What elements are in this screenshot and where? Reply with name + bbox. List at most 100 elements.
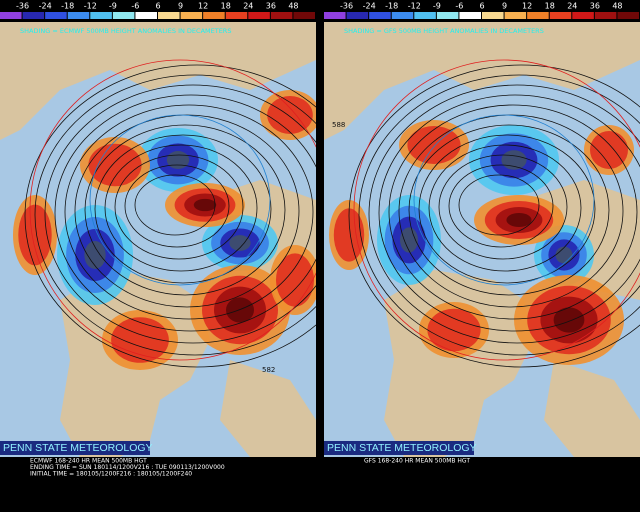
colorbar-label: 18	[221, 2, 231, 11]
colorbar-label: -6	[455, 2, 463, 11]
colorbar-label: -12	[84, 2, 97, 11]
colorbar-swatch	[414, 12, 436, 19]
anomaly-shading	[501, 150, 527, 170]
anomaly-shading	[229, 235, 251, 251]
colorbar-swatch	[90, 12, 112, 19]
colorbar-swatch	[225, 12, 248, 19]
colorbar-swatch	[180, 12, 203, 19]
banner-bg	[324, 441, 474, 455]
height-contour	[418, 134, 596, 284]
land	[544, 360, 640, 457]
colorbar-swatch	[527, 12, 549, 19]
height-contour	[378, 94, 640, 332]
map-panel: -36 -24 -18 -12 -9 -6 6 9 12 18 24 36 48 588 SHADING =…	[324, 2, 640, 465]
colorbar-swatch	[158, 12, 180, 19]
colorbar-label: 6	[155, 2, 160, 11]
height-contour	[438, 154, 568, 260]
colorbar-label: 24	[567, 2, 577, 11]
height-contour	[348, 64, 640, 368]
height-contour	[24, 64, 316, 368]
latitude-line	[89, 114, 271, 286]
colorbar-swatch	[369, 12, 391, 19]
colorbar-swatch	[572, 12, 594, 19]
height-contour	[114, 154, 244, 260]
map-area: 582	[0, 22, 316, 457]
height-contour	[358, 74, 640, 356]
contour-label: 588	[332, 121, 345, 129]
height-contour	[388, 104, 638, 320]
banner: PENN STATE METEOROLOGY	[327, 442, 477, 454]
colorbar-swatch	[617, 12, 639, 19]
land	[384, 270, 534, 457]
colorbar-label: -9	[109, 2, 117, 11]
height-contour	[428, 144, 582, 272]
colorbar-swatch	[270, 12, 293, 19]
map-area: 588	[324, 22, 640, 457]
colorbar-swatch	[112, 12, 135, 19]
colorbar-swatch	[22, 12, 45, 19]
colorbar-label: 9	[178, 2, 183, 11]
caption-line: GFS 168-240 HR MEAN 500MB HGT	[364, 458, 470, 465]
latitude-line	[29, 59, 316, 361]
anomaly-shading	[88, 143, 142, 187]
anomaly-shading	[193, 198, 217, 212]
anomaly-shading	[400, 227, 418, 253]
anomaly-shading	[590, 131, 628, 169]
colorbar-label: 48	[612, 2, 622, 11]
shading-title: SHADING = GFS 500MB HEIGHT ANOMALIES IN …	[344, 27, 544, 35]
height-contour	[94, 134, 272, 284]
colorbar-swatch	[324, 12, 346, 19]
colorbar-label: 18	[545, 2, 555, 11]
colorbar-label: 24	[243, 2, 253, 11]
colorbar-label: -24	[363, 2, 376, 11]
colorbar-label: -36	[16, 2, 29, 11]
colorbar-swatch	[293, 12, 315, 19]
contour-label: 582	[262, 366, 275, 374]
map-panel: -36 -24 -18 -12 -9 -6 6 9 12 18 24 36 48 582 SHADING =…	[0, 2, 316, 478]
colorbar-label: -6	[131, 2, 139, 11]
height-contour	[104, 144, 258, 272]
colorbar-swatch	[482, 12, 504, 19]
colorbar-label: -12	[408, 2, 421, 11]
colorbar-swatch	[67, 12, 90, 19]
height-contour	[34, 74, 316, 356]
latitude-line	[413, 114, 595, 286]
colorbar-label: -18	[385, 2, 398, 11]
colorbar-label: 48	[288, 2, 298, 11]
height-contour	[408, 124, 610, 296]
banner-bg	[0, 441, 150, 455]
anomaly-shading	[18, 204, 52, 266]
land	[0, 22, 316, 140]
colorbar-swatch	[504, 12, 527, 19]
colorbar-label: 9	[502, 2, 507, 11]
anomaly-shading	[276, 253, 314, 307]
height-contour	[64, 104, 314, 320]
caption-line: INITIAL TIME = 180105/1200F216 : 180105/…	[30, 471, 192, 478]
colorbar-label: -9	[433, 2, 441, 11]
colorbar-label: 36	[266, 2, 276, 11]
anomaly-shading	[166, 151, 190, 169]
height-contour	[84, 124, 286, 296]
anomaly-shading	[407, 126, 461, 164]
colorbar-swatch	[0, 12, 22, 19]
height-contour	[458, 174, 540, 236]
anomaly-shading	[267, 96, 313, 134]
shading-title: SHADING = ECMWF 500MB HEIGHT ANOMALIES I…	[20, 27, 231, 35]
colorbar-label: -36	[340, 2, 353, 11]
land	[324, 22, 640, 140]
latitude-line	[353, 59, 640, 361]
colorbar-swatch	[549, 12, 572, 19]
colorbar-swatch	[459, 12, 481, 19]
colorbar-swatch	[203, 12, 225, 19]
height-contour	[134, 174, 216, 236]
colorbar-swatch	[436, 12, 459, 19]
anomaly-shading	[333, 208, 365, 262]
colorbar-swatch	[135, 12, 157, 19]
anomaly-shading	[427, 308, 481, 352]
height-contour	[368, 84, 640, 344]
colorbar-label: 12	[522, 2, 532, 11]
anomaly-shading	[226, 297, 254, 323]
colorbar-label: 12	[198, 2, 208, 11]
colorbar-swatch	[248, 12, 270, 19]
